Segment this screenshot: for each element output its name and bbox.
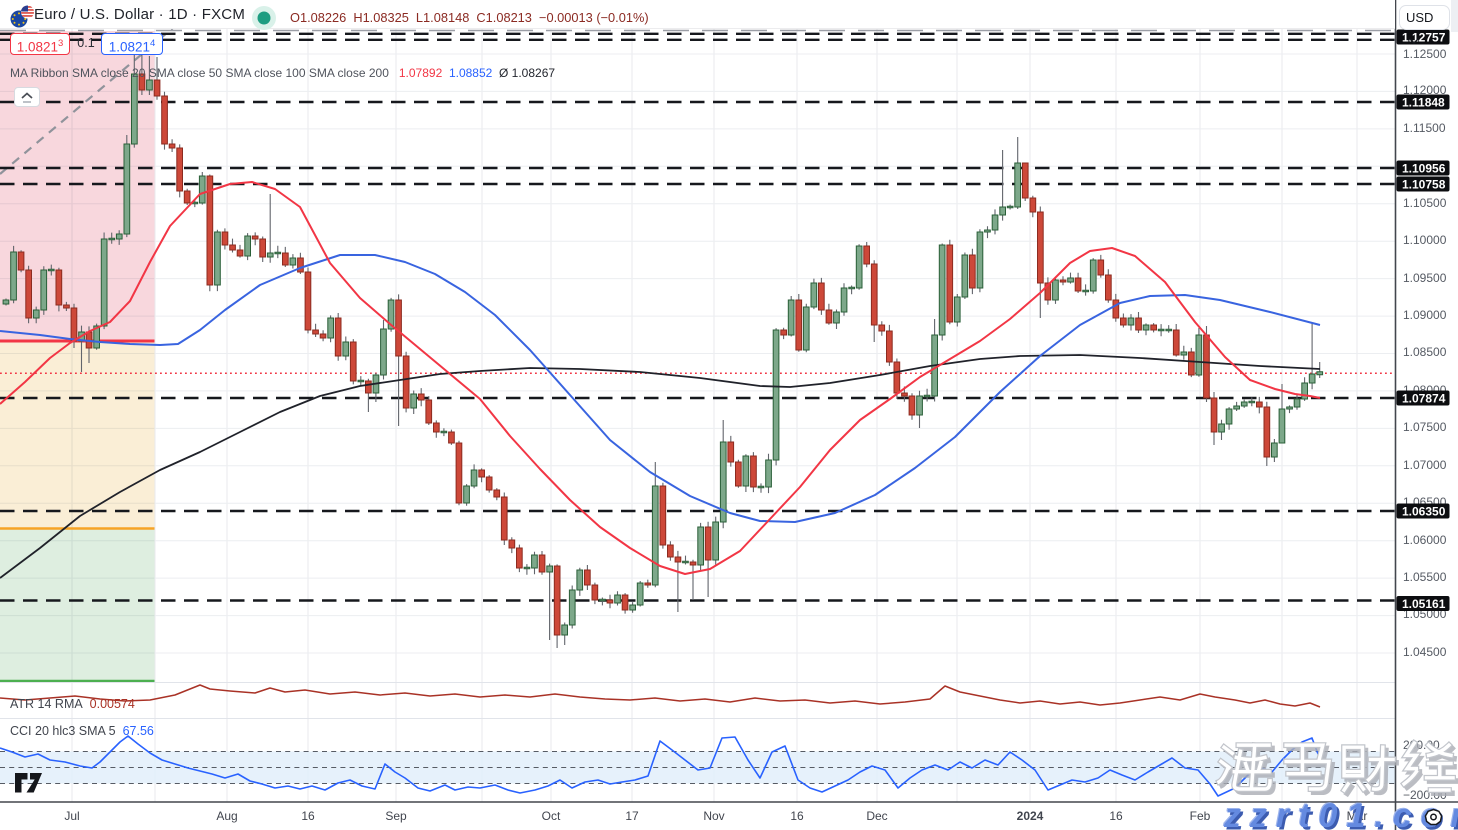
svg-text:1.05500: 1.05500 bbox=[1403, 570, 1447, 584]
svg-text:1.10500: 1.10500 bbox=[1403, 196, 1447, 210]
svg-text:1.06350: 1.06350 bbox=[1402, 505, 1446, 519]
svg-text:1.10000: 1.10000 bbox=[1403, 233, 1447, 247]
svg-text:1.09500: 1.09500 bbox=[1403, 271, 1447, 285]
svg-text:16: 16 bbox=[301, 809, 315, 823]
svg-text:16: 16 bbox=[1109, 809, 1123, 823]
svg-text:Jul: Jul bbox=[64, 809, 79, 823]
svg-text:1.06000: 1.06000 bbox=[1403, 533, 1447, 547]
svg-text:1.07874: 1.07874 bbox=[1402, 392, 1446, 406]
svg-text:2024: 2024 bbox=[1017, 809, 1044, 823]
svg-text:1.07000: 1.07000 bbox=[1403, 458, 1447, 472]
svg-text:17: 17 bbox=[625, 809, 639, 823]
svg-text:1.05161: 1.05161 bbox=[1402, 597, 1446, 611]
svg-text:1.12500: 1.12500 bbox=[1403, 47, 1447, 61]
svg-text:Nov: Nov bbox=[703, 809, 724, 823]
svg-text:1.11500: 1.11500 bbox=[1403, 121, 1446, 135]
svg-text:Sep: Sep bbox=[385, 809, 407, 823]
svg-text:Dec: Dec bbox=[866, 809, 887, 823]
svg-text:1.12000: 1.12000 bbox=[1403, 83, 1447, 97]
svg-text:Aug: Aug bbox=[216, 809, 237, 823]
svg-text:1.07500: 1.07500 bbox=[1403, 420, 1447, 434]
svg-text:1.10956: 1.10956 bbox=[1402, 162, 1446, 176]
svg-text:Oct: Oct bbox=[542, 809, 561, 823]
svg-text:1.09000: 1.09000 bbox=[1403, 308, 1447, 322]
svg-text:1.10758: 1.10758 bbox=[1402, 178, 1446, 192]
svg-text:16: 16 bbox=[790, 809, 804, 823]
svg-text:Feb: Feb bbox=[1190, 809, 1211, 823]
svg-text:1.08500: 1.08500 bbox=[1403, 345, 1447, 359]
svg-text:1.11848: 1.11848 bbox=[1402, 96, 1445, 110]
svg-text:1.04500: 1.04500 bbox=[1403, 645, 1447, 659]
svg-text:Mar: Mar bbox=[1347, 809, 1368, 823]
